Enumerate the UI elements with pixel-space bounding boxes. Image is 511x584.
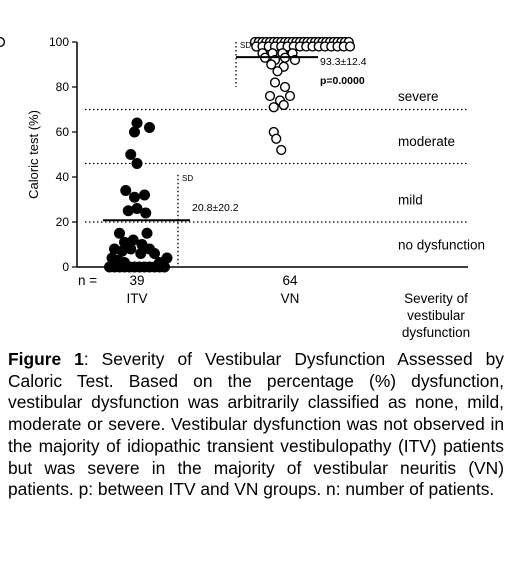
n-value-itv: 39 bbox=[129, 273, 144, 288]
itv-data-point bbox=[135, 247, 147, 259]
itv-data-point bbox=[128, 126, 140, 138]
vn-data-point bbox=[344, 41, 356, 52]
vn-data-point bbox=[279, 81, 291, 93]
y-axis-label: Caloric test (%) bbox=[26, 110, 41, 199]
figure-label: Figure 1 bbox=[8, 349, 84, 369]
itv-data-point bbox=[118, 257, 130, 269]
itv-data-point bbox=[128, 191, 140, 203]
sd-label: SD bbox=[240, 41, 251, 50]
vn-data-point bbox=[276, 144, 287, 156]
vn-data-point bbox=[266, 59, 277, 70]
y-tick-label: 0 bbox=[62, 260, 69, 274]
y-tick-label: 20 bbox=[56, 215, 70, 229]
itv-data-point bbox=[122, 205, 134, 217]
sd-label: SD bbox=[182, 174, 193, 183]
itv-data-point bbox=[118, 236, 130, 248]
n-label: n = bbox=[78, 273, 97, 288]
y-tick-label: 100 bbox=[49, 35, 69, 49]
itv-data-point bbox=[143, 121, 155, 133]
severity-legend-title-line: vestibular bbox=[407, 308, 465, 323]
vn-data-point bbox=[264, 90, 276, 102]
itv-data-point bbox=[131, 202, 143, 214]
itv-data-point bbox=[116, 245, 128, 257]
itv-data-point bbox=[148, 247, 160, 259]
y-tick-label: 80 bbox=[56, 80, 70, 94]
n-value-vn: 64 bbox=[282, 273, 298, 288]
itv-data-point bbox=[127, 234, 139, 246]
itv-mean-label: 20.8±20.2 bbox=[192, 202, 239, 214]
itv-data-point bbox=[141, 227, 153, 239]
severity-zone-label: moderate bbox=[398, 134, 455, 149]
vn-mean-label: 93.3±12.4 bbox=[320, 56, 367, 68]
vn-data-point bbox=[271, 133, 282, 144]
severity-legend-title-line: Severity of bbox=[404, 291, 468, 306]
group-label-itv: ITV bbox=[126, 291, 147, 306]
vn-data-point bbox=[0, 36, 6, 48]
severity-legend-title-line: dysfunction bbox=[402, 325, 470, 340]
itv-data-point bbox=[113, 227, 125, 239]
itv-data-point bbox=[153, 257, 165, 269]
caption-text: : Severity of Vestibular Dysfunction Ass… bbox=[8, 349, 504, 500]
p-value-label: p=0.0000 bbox=[320, 75, 365, 87]
caloric-test-scatter-chart: 0 20 40 60 80 100 Caloric test (%) severe modera… bbox=[0, 35, 485, 340]
itv-data-point bbox=[136, 238, 148, 250]
itv-data-point bbox=[120, 184, 132, 196]
y-tick-label: 40 bbox=[56, 170, 70, 184]
vn-data-point bbox=[269, 77, 281, 88]
severity-zone-label: no dysfunction bbox=[398, 238, 485, 253]
severity-zone-label: severe bbox=[398, 89, 439, 104]
vn-data-point bbox=[272, 66, 283, 77]
group-label-vn: VN bbox=[281, 291, 300, 306]
vn-data-point bbox=[278, 99, 289, 111]
figure-caption: Figure 1: Severity of Vestibular Dysfunc… bbox=[8, 349, 504, 501]
vn-data-point bbox=[268, 102, 279, 113]
itv-data-point bbox=[131, 157, 143, 169]
vn-data-point bbox=[284, 90, 296, 102]
itv-data-point bbox=[140, 207, 152, 219]
y-tick-label: 60 bbox=[56, 125, 70, 139]
itv-data-point bbox=[138, 189, 150, 201]
itv-data-point bbox=[125, 148, 137, 160]
itv-data-point bbox=[131, 117, 143, 129]
severity-zone-label: mild bbox=[398, 193, 423, 208]
